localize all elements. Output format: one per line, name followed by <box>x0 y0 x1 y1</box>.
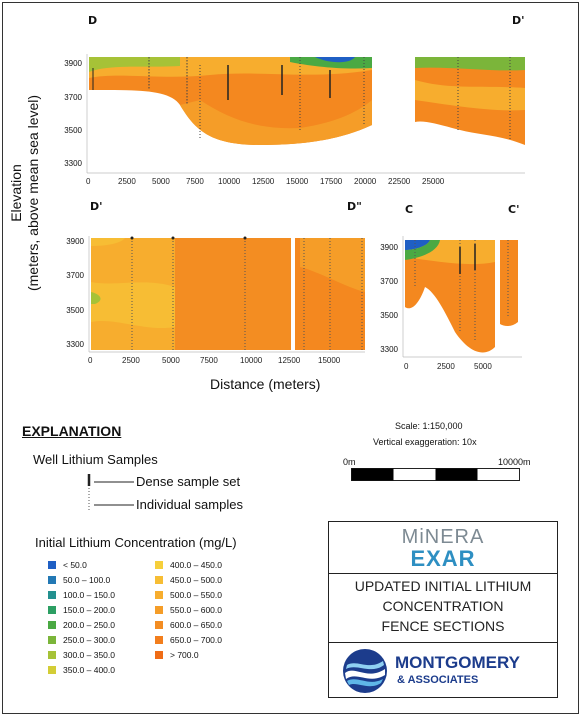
section-label-d-prime-2: D' <box>90 200 103 213</box>
x-axis-title: Distance (meters) <box>210 376 321 392</box>
montgomery-logo-text: MONTGOMERY <box>395 653 520 672</box>
x-tick: 7500 <box>186 177 204 186</box>
y-tick: 3700 <box>66 271 84 280</box>
x-tick: 5000 <box>152 177 170 186</box>
y-tick: 3700 <box>64 93 82 102</box>
scale-bar <box>351 468 520 481</box>
y-tick: 3300 <box>380 345 398 354</box>
y-tick: 3500 <box>66 306 84 315</box>
vertical-exaggeration-text: Vertical exaggeration: 10x <box>373 437 477 447</box>
x-tick: 2500 <box>122 356 140 365</box>
x-tick: 22500 <box>388 177 411 186</box>
well-samples-title: Well Lithium Samples <box>33 452 158 467</box>
dense-sample-label: Dense sample set <box>136 474 241 489</box>
y-tick: 3500 <box>380 311 398 320</box>
section-d-prime-plot <box>88 236 365 353</box>
associates-logo-text: & ASSOCIATES <box>397 674 479 686</box>
minera-logo-text: MiNERA <box>401 526 485 548</box>
individual-sample-label: Individual samples <box>136 497 243 512</box>
section-label-d-prime: D' <box>512 14 525 27</box>
x-tick: 12500 <box>278 356 301 365</box>
section-d-plot <box>86 54 525 174</box>
x-tick: 5000 <box>474 362 492 371</box>
report-title-line: CONCENTRATION <box>382 598 504 614</box>
minera-exar-logo-box: MiNERA EXAR <box>328 521 558 574</box>
montgomery-wave-icon <box>343 649 387 693</box>
x-tick: 0 <box>88 356 93 365</box>
x-tick: 25000 <box>422 177 445 186</box>
x-tick: 15000 <box>286 177 309 186</box>
exar-logo-text: EXAR <box>410 546 476 571</box>
y-tick: 3300 <box>64 159 82 168</box>
x-tick: 10000 <box>218 177 241 186</box>
section-label-d-double-prime: D" <box>347 200 362 213</box>
well-symbol-icon <box>87 474 134 512</box>
y-tick: 3900 <box>66 237 84 246</box>
x-tick: 10000 <box>240 356 263 365</box>
x-tick: 2500 <box>437 362 455 371</box>
y-tick: 3900 <box>380 243 398 252</box>
x-tick: 5000 <box>162 356 180 365</box>
explanation-title: EXPLANATION <box>22 423 122 439</box>
section-label-c-prime: C' <box>508 203 520 216</box>
x-tick: 0 <box>86 177 91 186</box>
report-title-line: FENCE SECTIONS <box>381 618 505 634</box>
section-c-plot <box>402 236 522 358</box>
scale-left-label: 0m <box>343 457 356 467</box>
x-tick: 7500 <box>200 356 218 365</box>
x-tick: 0 <box>404 362 409 371</box>
x-tick: 2500 <box>118 177 136 186</box>
y-tick: 3500 <box>64 126 82 135</box>
x-tick: 15000 <box>318 356 341 365</box>
x-tick: 12500 <box>252 177 275 186</box>
section-label-d: D <box>88 14 98 27</box>
x-tick: 17500 <box>320 177 343 186</box>
concentration-title: Initial Lithium Concentration (mg/L) <box>35 535 237 550</box>
y-tick: 3700 <box>380 277 398 286</box>
y-tick: 3300 <box>66 340 84 349</box>
x-tick: 20000 <box>354 177 377 186</box>
montgomery-logo-box: MONTGOMERY & ASSOCIATES <box>328 642 558 698</box>
report-title-line: UPDATED INITIAL LITHIUM <box>354 578 532 594</box>
report-title-box: UPDATED INITIAL LITHIUM CONCENTRATION FE… <box>328 573 558 643</box>
scale-right-label: 10000m <box>498 457 531 467</box>
y-tick: 3900 <box>64 59 82 68</box>
scale-text: Scale: 1:150,000 <box>395 421 463 431</box>
section-label-c: C <box>405 203 414 216</box>
